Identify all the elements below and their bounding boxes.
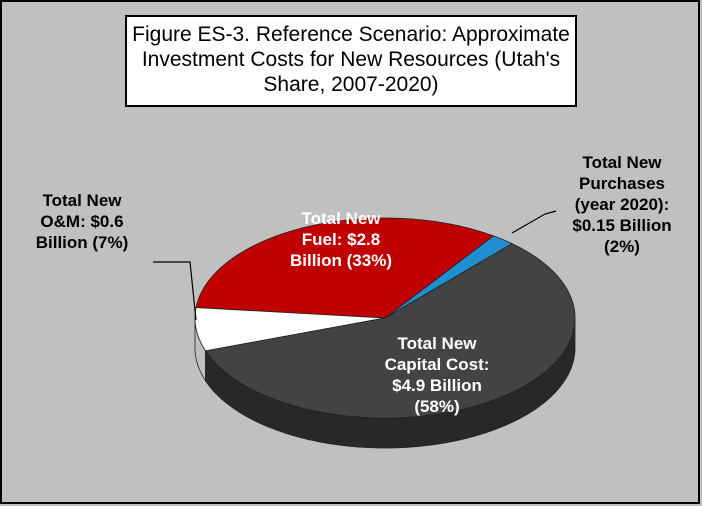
slice-label: Total New Fuel: $2.8 Billion (33%)	[289, 209, 392, 270]
chart-title: Figure ES-3. Reference Scenario: Approxi…	[125, 15, 577, 107]
slice-top	[204, 243, 576, 419]
slice-top	[195, 217, 495, 319]
pie-slice	[195, 217, 495, 319]
pie	[194, 217, 576, 449]
slice-label: Total New Capital Cost: $4.9 Billion (58…	[384, 334, 490, 416]
slice-top	[384, 235, 513, 319]
pie-slice	[384, 235, 513, 319]
slice-label: Total New Purchases (year 2020): $0.15 B…	[572, 153, 672, 256]
slice-label: Total New O&M: $0.6 Billion (7%)	[35, 191, 129, 252]
leader-line	[511, 210, 557, 234]
leader-line	[153, 261, 197, 321]
pie-slice	[204, 243, 576, 449]
